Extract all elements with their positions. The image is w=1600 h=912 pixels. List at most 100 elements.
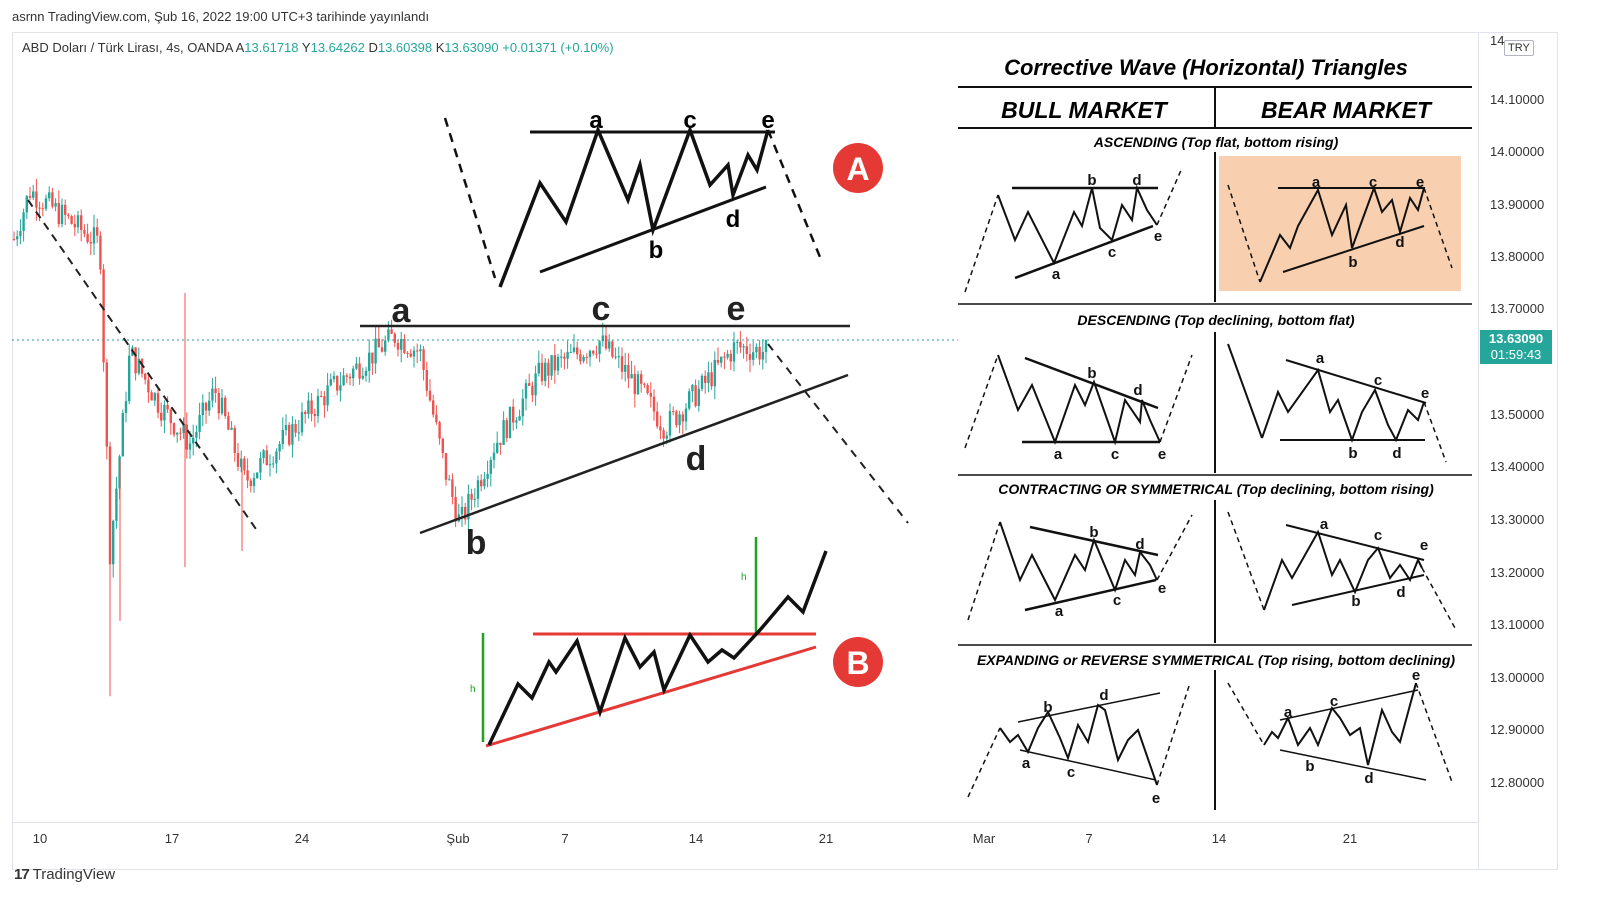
wave-d-label: d [686, 440, 707, 478]
candle-body [403, 338, 406, 353]
candle-body [742, 346, 745, 348]
candle-body [316, 396, 320, 417]
candle-body [64, 204, 67, 215]
wave-e-label: e [727, 290, 746, 328]
bull-con-b: b [1089, 524, 1098, 541]
candle-body [384, 340, 387, 352]
candle-body [160, 412, 163, 421]
candle-body [377, 338, 380, 348]
candle-body [176, 432, 179, 435]
candle-body [102, 269, 105, 363]
candle-body [464, 506, 467, 520]
bear-asc-c: c [1369, 174, 1377, 191]
candle-body [153, 393, 156, 401]
candle-body [636, 374, 640, 395]
candle-body [201, 402, 204, 416]
bear-desc-e: e [1421, 385, 1429, 402]
candle-body [240, 458, 243, 467]
candle-body [326, 385, 329, 406]
bear-exp-e: e [1412, 667, 1420, 684]
candle-body [70, 216, 73, 224]
candle-body [646, 385, 649, 394]
price-tick: 13.40000 [1490, 459, 1545, 474]
section-descending-label: DESCENDING (Top declining, bottom flat) [1077, 312, 1354, 328]
chart-frame [12, 32, 1558, 870]
open-value: 13.61718 [244, 40, 299, 55]
diagram-a-label-a: a [589, 107, 603, 134]
symbol-name: ABD Doları / Türk Lirası, 4s, OANDA [22, 40, 233, 55]
candle-body [236, 452, 240, 467]
logo-text: TradingView [32, 866, 116, 883]
candle-body [761, 351, 764, 360]
time-tick: 14 [688, 831, 704, 846]
price-tick: 13.00000 [1490, 670, 1545, 685]
candle-body [688, 391, 691, 409]
price-tick: 13.30000 [1490, 512, 1545, 527]
bear-asc-d: d [1395, 234, 1404, 251]
candle-body [681, 414, 684, 422]
bull-asc-c: c [1108, 244, 1116, 261]
candle-body [444, 453, 448, 480]
candle-body [560, 356, 563, 358]
tradingview-logo[interactable]: 17 TradingView [14, 866, 116, 883]
candle-body [723, 356, 726, 358]
candle-body [259, 458, 262, 473]
candle-body [246, 470, 249, 481]
candle-body [720, 356, 723, 363]
price-tick: 13.20000 [1490, 565, 1545, 580]
low-label: D [368, 40, 378, 55]
candle-body [528, 383, 531, 386]
candle-body [460, 506, 464, 515]
candle-body [406, 352, 409, 354]
candle-body [217, 392, 220, 414]
candle-body [428, 390, 432, 401]
candle-body [342, 375, 345, 386]
candle-body [256, 472, 259, 479]
candle-body [358, 363, 361, 379]
candle-body [12, 239, 16, 241]
candle-body [416, 350, 419, 352]
candle-body [656, 411, 659, 427]
candle-body [595, 353, 598, 355]
candle-body [188, 443, 192, 450]
candle-body [272, 463, 275, 465]
candle-body [195, 431, 198, 438]
candle-body [467, 493, 470, 520]
bull-exp-e: e [1152, 790, 1160, 807]
candle-body [598, 341, 601, 355]
candle-body [448, 479, 451, 481]
candle-body [32, 191, 35, 198]
candle-body [483, 478, 486, 487]
candle-body [451, 479, 454, 497]
currency-badge[interactable]: TRY [1504, 40, 1534, 56]
time-tick: Şub [446, 831, 470, 846]
bear-asc-e: e [1416, 174, 1424, 191]
candle-body [553, 355, 556, 371]
time-tick: 21 [1342, 831, 1358, 846]
candle-body [28, 196, 32, 198]
candle-body [169, 409, 172, 424]
candle-body [736, 341, 739, 343]
candle-body [614, 356, 617, 358]
candle-body [38, 207, 41, 209]
bull-desc-b: b [1087, 365, 1096, 382]
wave-a-label: a [392, 292, 412, 330]
candle-body [492, 452, 496, 460]
candle-body [662, 430, 665, 439]
candle-body [758, 346, 761, 360]
candle-body [329, 379, 332, 386]
triangles-reference-panel: Corrective Wave (Horizontal) Triangles B… [958, 40, 1476, 820]
price-tick: 12.90000 [1490, 722, 1545, 737]
candle-body [54, 202, 57, 207]
candle-body [51, 192, 54, 207]
candle-body [726, 353, 729, 358]
candle-body [739, 341, 742, 348]
candle-body [76, 215, 80, 228]
candle-body [419, 349, 422, 352]
price-tick: 12.80000 [1490, 775, 1545, 790]
candle-body [707, 372, 710, 383]
candle-body [617, 356, 620, 358]
last-price-tag: 13.63090 01:59:43 [1480, 330, 1552, 364]
change-value: +0.01371 (+0.10%) [502, 40, 614, 55]
